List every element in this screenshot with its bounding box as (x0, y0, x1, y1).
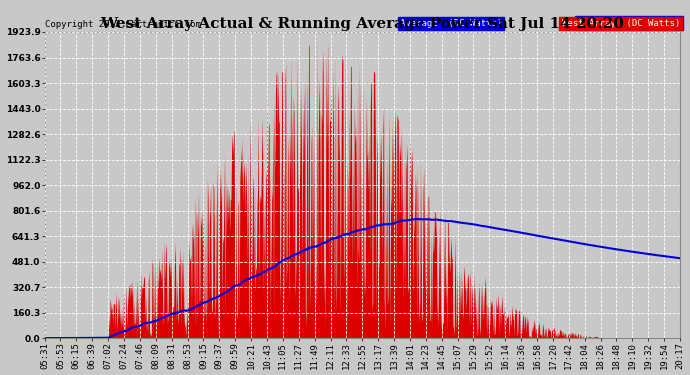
Text: Copyright 2012 Cartronics.com: Copyright 2012 Cartronics.com (45, 20, 201, 29)
Title: West Array Actual & Running Average Power Sat Jul 14 20:20: West Array Actual & Running Average Powe… (100, 17, 624, 31)
Text: Average  (DC Watts): Average (DC Watts) (578, 18, 680, 27)
Text: West Array  (DC Watts): West Array (DC Watts) (562, 19, 680, 28)
Text: Average  (DC Watts): Average (DC Watts) (400, 19, 502, 28)
